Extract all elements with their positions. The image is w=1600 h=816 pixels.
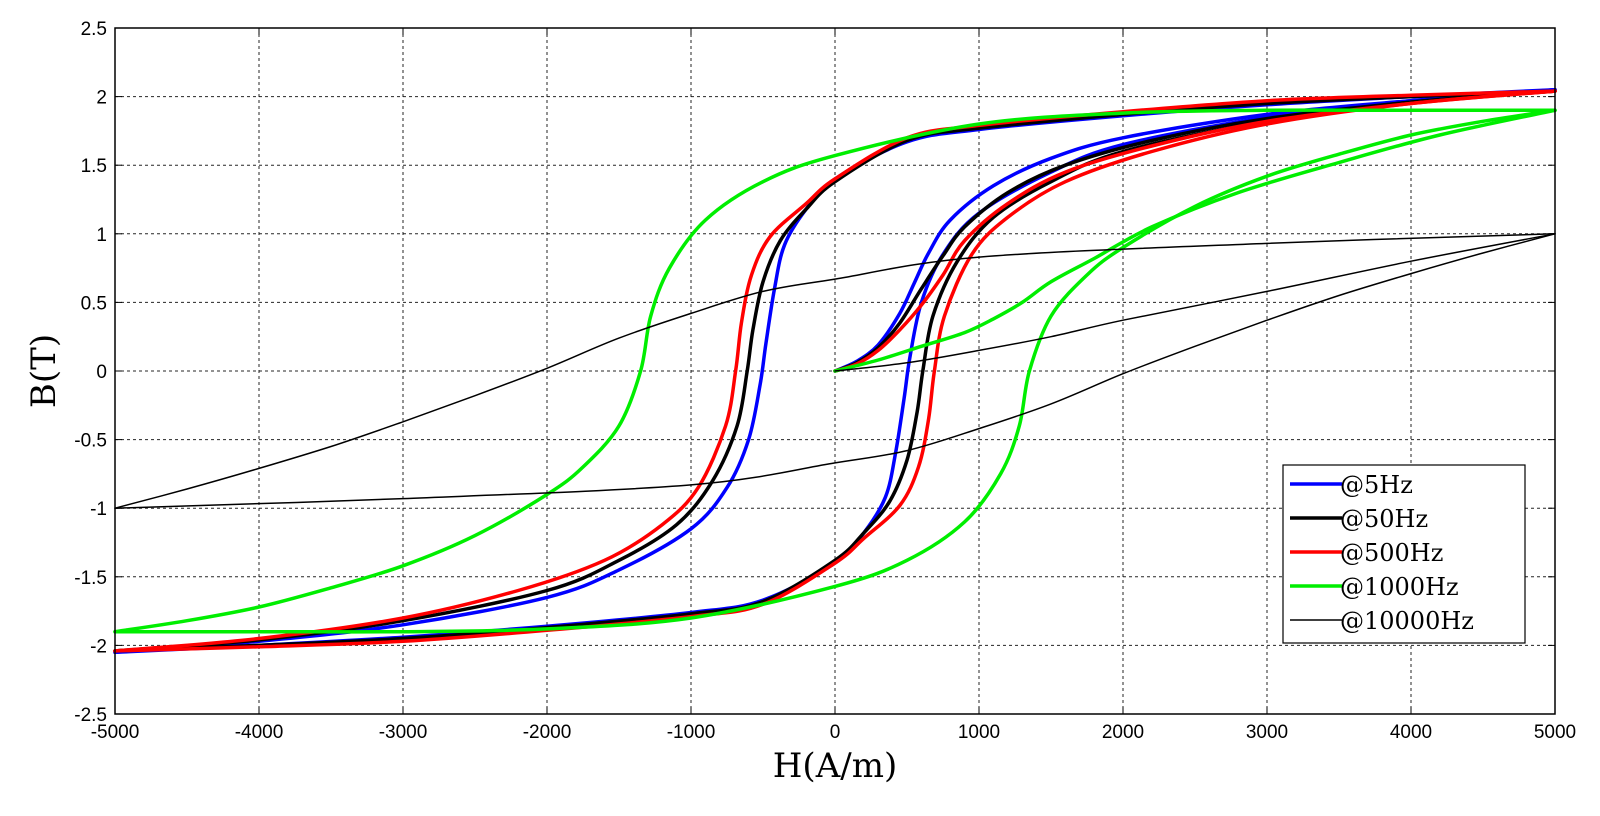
series-line-descending	[113, 89, 1557, 653]
x-tick-label: 3000	[1246, 722, 1288, 743]
x-tick-label: 2000	[1102, 722, 1144, 743]
x-tick-label: -5000	[91, 722, 140, 743]
y-tick-label: -2.5	[74, 705, 107, 726]
y-tick-label: 2.5	[81, 19, 107, 40]
y-tick-labels: -2.5 -2 -1.5 -1 -0.5 0 0.5 1 1.5 2 2.5	[74, 19, 107, 726]
y-tick-label: 0.5	[81, 293, 107, 314]
series-line-ascending	[113, 108, 1557, 634]
x-axis-label: H(A/m)	[773, 746, 897, 786]
legend-label: @5Hz	[1340, 471, 1413, 499]
y-tick-label: 1.5	[81, 156, 107, 177]
y-axis-label: B(T)	[24, 334, 64, 408]
x-tick-label: -2000	[523, 722, 572, 743]
legend-label: @10000Hz	[1340, 607, 1474, 635]
series-line-virgin	[833, 108, 1557, 373]
x-tick-labels: -5000 -4000 -3000 -2000 -1000 0 1000 2000 3000 40…	[91, 722, 1576, 743]
legend-box	[1282, 464, 1526, 644]
tick-marks	[114, 27, 1556, 715]
x-tick-label: 1000	[958, 722, 1000, 743]
y-tick-label: 0	[96, 362, 107, 383]
plot-area	[113, 87, 1557, 655]
series-line-descending	[114, 233, 1556, 509]
x-tick-label: 0	[830, 722, 841, 743]
y-tick-label: 1	[96, 225, 107, 246]
series-10000hz	[114, 233, 1556, 509]
legend-label: @50Hz	[1340, 505, 1428, 533]
x-tick-label: -4000	[235, 722, 284, 743]
legend: @5Hz @50Hz @500Hz @1000Hz @10000Hz	[1282, 464, 1526, 644]
x-tick-label: -3000	[379, 722, 428, 743]
y-tick-label: -2	[90, 636, 107, 657]
y-tick-label: -1.5	[74, 568, 107, 589]
x-tick-label: -1000	[667, 722, 716, 743]
legend-label: @1000Hz	[1340, 573, 1459, 601]
series-line-virgin	[834, 233, 1556, 372]
legend-label: @500Hz	[1340, 539, 1443, 567]
series-1000hz	[113, 108, 1557, 634]
y-tick-label: 2	[96, 88, 107, 109]
y-tick-label: -0.5	[74, 431, 107, 452]
legend-items: @5Hz @50Hz @500Hz @1000Hz @10000Hz	[1290, 471, 1474, 635]
x-tick-label: 4000	[1390, 722, 1432, 743]
series-line-descending	[113, 89, 1557, 653]
x-tick-label: 5000	[1534, 722, 1576, 743]
series-line-ascending	[113, 89, 1557, 653]
y-tick-label: -1	[90, 499, 107, 520]
series-line-ascending	[114, 233, 1556, 509]
series-line-descending	[113, 108, 1557, 634]
